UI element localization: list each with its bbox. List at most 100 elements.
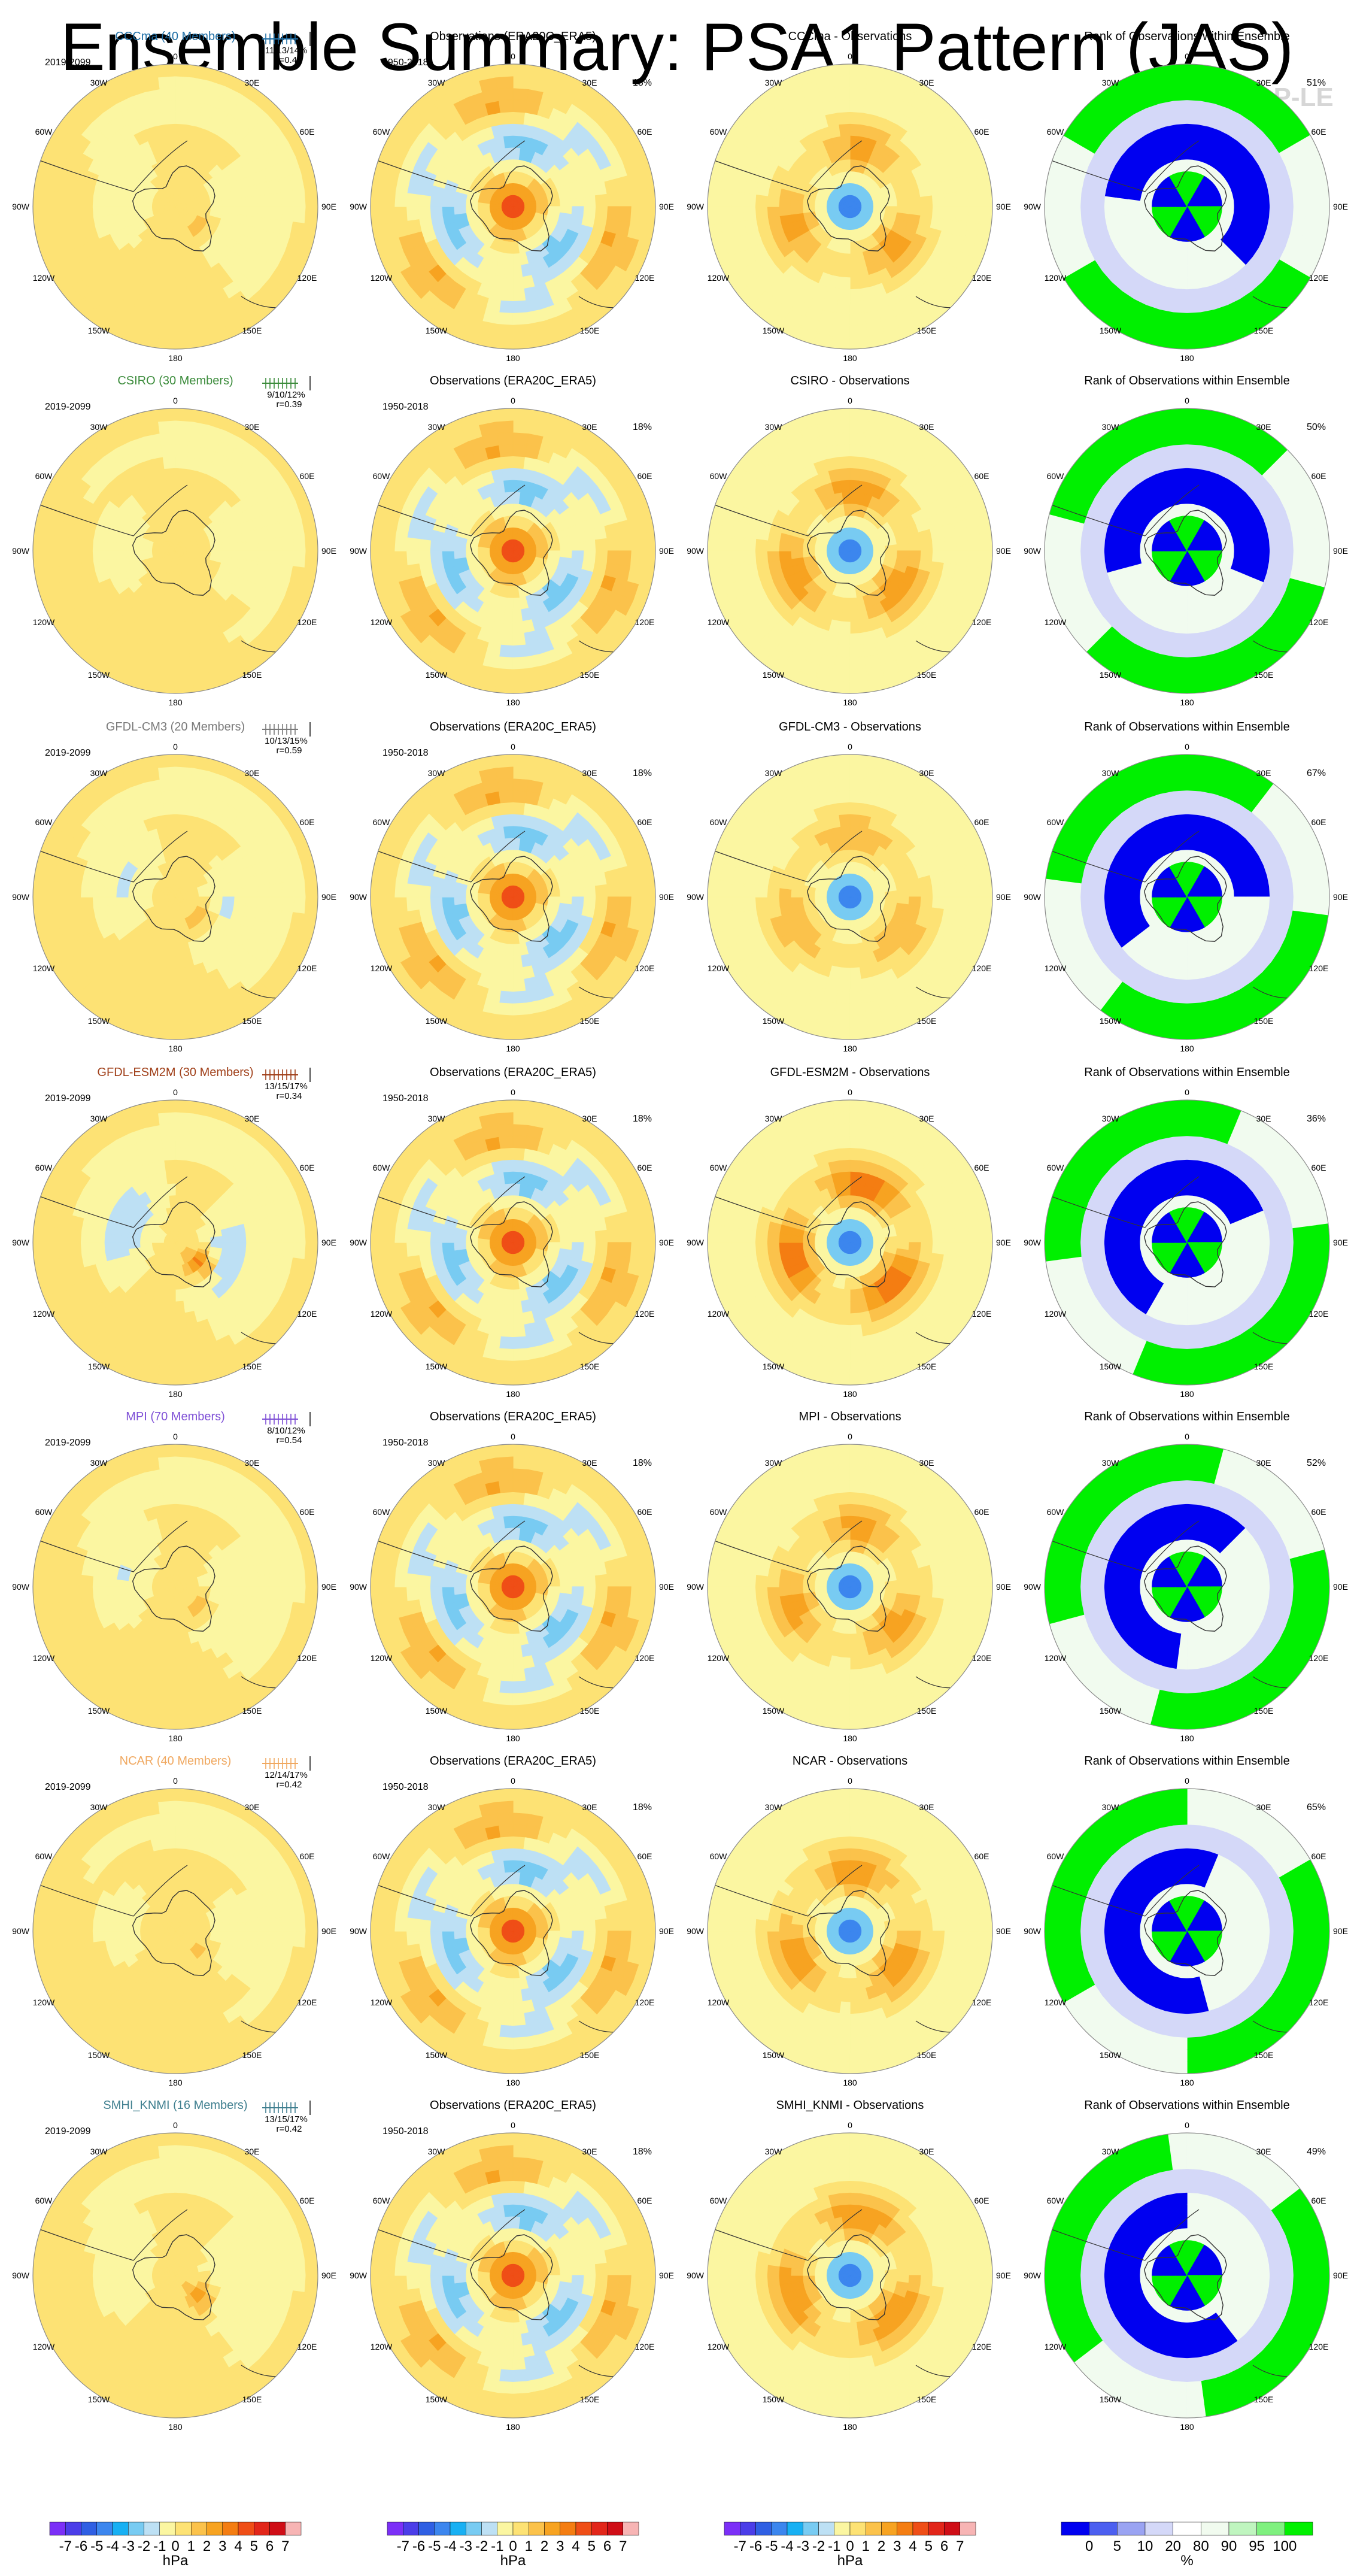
row7-col4-lon-left_mid: 90W [1024, 2271, 1042, 2280]
row7-col2-panel: 0 180 30W 30E 60W 60E 90W 90E 120W 120E 150W 150E Ob… [350, 2099, 674, 2432]
row2-col1-lon-lower_right: 150E [242, 670, 262, 680]
row5-col3-lon-right_lower: 120E [972, 1653, 992, 1663]
row2-col1-lon-right_upper: 60E [300, 471, 315, 481]
row1-col2-lon-bottom: 180 [506, 353, 520, 363]
colorbar-2-swatch [418, 2522, 435, 2536]
row7-col2-obs-title: Observations (ERA20C_ERA5) [430, 2099, 596, 2112]
row6-col2-lon-left_mid: 90W [350, 1926, 368, 1936]
row3-col3-panel: 0 180 30W 30E 60W 60E 90W 90E 120W 120E 150W 150E GF… [687, 720, 1011, 1053]
row2-col2-lon-lower_right: 150E [580, 670, 600, 680]
row3-col4-lon-right_lower: 120E [1309, 963, 1329, 973]
row3-col2-panel: 0 180 30W 30E 60W 60E 90W 90E 120W 120E 150W 150E Ob… [350, 720, 674, 1053]
row2-col4-lon-bottom: 180 [1180, 698, 1194, 707]
row6-col3-map-border [707, 1788, 993, 2074]
colorbar-4-unit: % [1180, 2553, 1193, 2569]
row4-col3-lon-upper_left: 30W [765, 1114, 783, 1123]
row4-col2-obs-title: Observations (ERA20C_ERA5) [430, 1066, 596, 1079]
row4-col2-lon-lower_right: 150E [580, 1362, 600, 1371]
row5-col3-lon-lower_left: 150W [763, 1706, 785, 1716]
row4-col3-lon-upper_right: 30E [919, 1114, 934, 1123]
row4-col2-lon-lower_left: 150W [426, 1362, 448, 1371]
row6-col4-rank-title: Rank of Observations within Ensemble [1084, 1754, 1290, 1768]
row6-col1-lon-left_lower: 120W [33, 1998, 55, 2007]
colorbar-2-tick-label: 3 [556, 2538, 564, 2554]
row6-col4-lon-bottom: 180 [1180, 2078, 1194, 2087]
colorbar-4-tick-label: 5 [1113, 2538, 1121, 2554]
row5-col3-lon-left_upper: 60W [710, 1507, 728, 1517]
row3-col4-rank-pct: 67% [1307, 768, 1326, 778]
colorbar-2-swatch [403, 2522, 419, 2536]
row1-col1-lon-bottom: 180 [168, 353, 183, 363]
row5-col3-lon-left_mid: 90W [687, 1582, 705, 1592]
row6-col2-lon-left_upper: 60W [373, 1851, 391, 1861]
row6-col2-obs-period: 1950-2018 [382, 1782, 429, 1792]
row6-col3-panel: 0 180 30W 30E 60W 60E 90W 90E 120W 120E 150W 150E NC… [687, 1754, 1011, 2087]
colorbar-3-swatch [960, 2522, 976, 2536]
row4-col3-lon-right_lower: 120E [972, 1309, 992, 1319]
colorbar-4-swatch [1285, 2522, 1313, 2536]
row5-col3-lon-right_upper: 60E [974, 1507, 989, 1517]
row4-col4-lon-upper_right: 30E [1256, 1114, 1271, 1123]
row3-col4-lon-bottom: 180 [1180, 1044, 1194, 1053]
row2-col3-lon-right_lower: 120E [972, 617, 992, 627]
row4-col3-lon-left_mid: 90W [687, 1238, 705, 1247]
row7-col2-lon-right_lower: 120E [635, 2342, 655, 2351]
row7-col4-lon-upper_left: 30W [1102, 2147, 1120, 2156]
row5-col4-lon-upper_left: 30W [1102, 1458, 1120, 1468]
row6-col2-obs-title: Observations (ERA20C_ERA5) [430, 1754, 596, 1768]
row6-col2-panel: 0 180 30W 30E 60W 60E 90W 90E 120W 120E 150W 150E Ob… [350, 1754, 674, 2087]
row2-col2-lon-right_mid: 90E [659, 546, 674, 556]
row3-col4-panel: 0 180 30W 30E 60W 60E 90W 90E 120W 120E 150W 150E Ra… [1024, 720, 1348, 1053]
colorbar-2-swatch [387, 2522, 403, 2536]
row7-col3-lon-upper_left: 30W [765, 2147, 783, 2156]
row6-col1-lon-lower_left: 150W [88, 2050, 110, 2060]
row2-col1-model-title: CSIRO (30 Members) [117, 374, 233, 387]
row5-col3-panel: 0 180 30W 30E 60W 60E 90W 90E 120W 120E 150W 150E MP… [687, 1410, 1011, 1743]
row3-col4-rank-title: Rank of Observations within Ensemble [1084, 720, 1290, 734]
row2-col4-rank-title: Rank of Observations within Ensemble [1084, 374, 1290, 387]
colorbar-2-tick-label: 5 [588, 2538, 596, 2554]
row5-col4-rank-pct: 52% [1307, 1458, 1326, 1468]
row7-col4-lon-lower_left: 150W [1100, 2395, 1122, 2404]
row6-col2-map-border [370, 1788, 656, 2074]
row2-col4-lon-right_upper: 60E [1312, 471, 1326, 481]
row7-col4-lon-right_upper: 60E [1312, 2196, 1326, 2205]
row1-col2-lon-right_upper: 60E [637, 127, 652, 137]
row7-col2-lon-left_mid: 90W [350, 2271, 368, 2280]
row1-col1-model-title: CCCma (40 Members) [115, 30, 235, 43]
row6-col1-lon-right_upper: 60E [300, 1851, 315, 1861]
row1-col4-lon-right_lower: 120E [1309, 273, 1329, 283]
row3-col3-lon-right_upper: 60E [974, 817, 989, 827]
colorbar-3-tick-label: 7 [956, 2538, 964, 2554]
row1-col2-obs-title: Observations (ERA20C_ERA5) [430, 30, 596, 43]
colorbar-2-tick-label: -7 [397, 2538, 409, 2554]
row5-col1-lon-left_lower: 120W [33, 1653, 55, 1663]
row5-col2-lon-left_mid: 90W [350, 1582, 368, 1592]
row7-col2-lon-left_upper: 60W [373, 2196, 391, 2205]
row4-col4-lon-lower_left: 150W [1100, 1362, 1122, 1371]
row6-col1-lon-bottom: 180 [168, 2078, 183, 2087]
row4-col1-stats-text: 13/15/17% [265, 1081, 308, 1092]
colorbar-2-swatch [575, 2522, 592, 2536]
colorbar-2-swatch [544, 2522, 560, 2536]
row5-col4-lon-right_mid: 90E [1333, 1582, 1348, 1592]
row6-col3-lon-upper_right: 30E [919, 1802, 934, 1812]
row6-col3-lon-right_upper: 60E [974, 1851, 989, 1861]
row2-col4-lon-lower_left: 150W [1100, 670, 1122, 680]
row3-col1-lon-upper_left: 30W [90, 768, 108, 778]
row2-col1-lon-left_lower: 120W [33, 617, 55, 627]
row5-col2-map-border [370, 1444, 656, 1730]
colorbar-3-tick-label: 3 [893, 2538, 901, 2554]
row2-col2-map-border [370, 408, 656, 694]
row7-col4-panel: 0 180 30W 30E 60W 60E 90W 90E 120W 120E 150W 150E Ra… [1024, 2099, 1348, 2432]
row6-col4-lon-right_mid: 90E [1333, 1926, 1348, 1936]
row4-col1-lon-bottom: 180 [168, 1389, 183, 1399]
row6-col1-lon-right_lower: 120E [297, 1998, 317, 2007]
row3-col2-lon-left_upper: 60W [373, 817, 391, 827]
row6-col3-lon-lower_right: 150E [917, 2050, 937, 2060]
row4-col2-panel: 0 180 30W 30E 60W 60E 90W 90E 120W 120E 150W 150E Ob… [350, 1066, 674, 1399]
colorbar-3-tick-label: -4 [781, 2538, 793, 2554]
row5-col1-panel: 0 180 30W 30E 60W 60E 90W 90E 120W 120E 150W 150E MP… [12, 1410, 336, 1743]
row7-col1-lon-upper_right: 30E [245, 2147, 260, 2156]
row7-col2-lon-bottom: 180 [506, 2422, 520, 2432]
